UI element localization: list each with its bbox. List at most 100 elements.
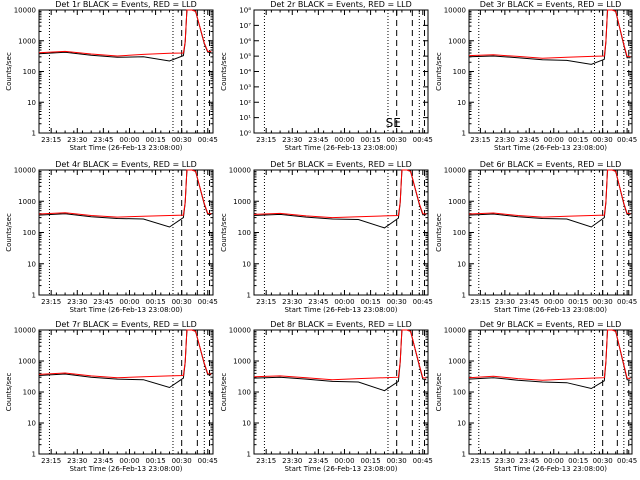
y-tick-label: 1000 [448, 198, 466, 206]
y-tick-label: 100 [23, 68, 36, 76]
x-tick-label: 23:45 [93, 298, 113, 306]
panel-title: Det 9r BLACK = Events, RED = LLD [480, 320, 622, 329]
panel-title: Det 6r BLACK = Events, RED = LLD [480, 160, 622, 169]
panel-det-1: Det 1r BLACK = Events, RED = LLD 1 10 100 10… [5, 0, 218, 152]
x-tick-label: 00:00 [119, 457, 139, 465]
panel-title: Det 7r BLACK = Events, RED = LLD [55, 320, 197, 329]
y-axis-label: Counts/sec [5, 373, 13, 412]
panel-title: Det 5r BLACK = Events, RED = LLD [270, 160, 412, 169]
y-tick-label: 10000 [229, 327, 251, 335]
x-tick-label: 00:45 [617, 457, 637, 465]
plot-frame [253, 329, 429, 455]
panel-title: Det 8r BLACK = Events, RED = LLD [270, 320, 412, 329]
y-tick-label: 100 [23, 229, 36, 237]
y-tick-label: 100 [453, 389, 466, 397]
x-tick-label: 00:00 [334, 298, 354, 306]
x-tick-label: 23:15 [256, 457, 276, 465]
y-tick-label: 100 [453, 229, 466, 237]
panel-annotation: SE [386, 116, 401, 130]
y-tick-label: 1000 [18, 37, 36, 45]
x-tick-label: 00:30 [593, 457, 613, 465]
plot-frame [253, 9, 429, 134]
lld-series-line [468, 9, 631, 59]
x-tick-label: 23:45 [93, 136, 113, 144]
y-axis-label: Counts/sec [220, 52, 228, 91]
x-axis-label: Start Time (26-Feb-13 23:08:00) [69, 465, 182, 473]
x-axis-label: Start Time (26-Feb-13 23:08:00) [494, 306, 607, 314]
panel-det-8: Det 8r BLACK = Events, RED = LLD 1 10 100 10… [220, 320, 433, 473]
x-tick-label: 00:30 [593, 298, 613, 306]
x-tick-label: 00:15 [145, 298, 165, 306]
x-tick-label: 00:30 [593, 136, 613, 144]
x-axis-label: Start Time (26-Feb-13 23:08:00) [284, 465, 397, 473]
y-tick-label: 1000 [448, 358, 466, 366]
lld-series-line [253, 169, 427, 219]
y-tick-label: 10000 [444, 7, 466, 15]
y-tick-label: 1000 [18, 358, 36, 366]
x-tick-label: 23:30 [495, 457, 515, 465]
y-tick-label: 10 [27, 260, 36, 268]
y-tick-label: 1 [462, 451, 466, 459]
x-axis-label: Start Time (26-Feb-13 23:08:00) [284, 144, 397, 152]
y-tick-label: 10⁶ [239, 37, 251, 45]
y-tick-label: 10 [27, 420, 36, 428]
x-tick-label: 00:30 [172, 136, 192, 144]
y-tick-label: 10 [457, 420, 466, 428]
lld-series-line [468, 169, 631, 218]
x-tick-label: 23:15 [256, 136, 276, 144]
x-tick-label: 23:45 [519, 136, 539, 144]
x-tick-label: 23:45 [519, 298, 539, 306]
x-tick-label: 00:15 [145, 457, 165, 465]
x-tick-label: 23:30 [495, 136, 515, 144]
lld-series-line [38, 329, 212, 379]
y-axis-label: Counts/sec [5, 213, 13, 252]
x-tick-label: 23:15 [256, 298, 276, 306]
lld-series-line [38, 9, 212, 57]
x-tick-label: 23:15 [470, 298, 490, 306]
panel-det-5: Det 5r BLACK = Events, RED = LLD 1 10 100 10… [220, 160, 433, 314]
x-tick-label: 23:45 [308, 457, 328, 465]
x-tick-label: 00:45 [198, 298, 218, 306]
y-tick-label: 10⁷ [239, 22, 251, 30]
x-tick-label: 23:45 [308, 136, 328, 144]
x-tick-label: 00:15 [145, 136, 165, 144]
lld-series-line [253, 329, 427, 381]
x-tick-label: 23:15 [470, 457, 490, 465]
y-axis-label: Counts/sec [435, 213, 443, 252]
y-tick-label: 1 [462, 292, 466, 300]
y-tick-label: 10 [457, 99, 466, 107]
x-tick-label: 23:30 [282, 298, 302, 306]
panel-det-3: Det 3r BLACK = Events, RED = LLD 1 10 100 10… [435, 0, 637, 152]
plot-frame [38, 9, 214, 134]
x-axis-label: Start Time (26-Feb-13 23:08:00) [284, 306, 397, 314]
y-axis-label: Counts/sec [5, 52, 13, 91]
y-tick-label: 1 [32, 292, 36, 300]
x-tick-label: 00:30 [387, 298, 407, 306]
y-tick-label: 100 [453, 68, 466, 76]
x-tick-label: 23:30 [67, 136, 87, 144]
x-tick-label: 23:30 [495, 298, 515, 306]
y-tick-label: 10000 [229, 167, 251, 175]
x-tick-label: 23:30 [282, 457, 302, 465]
x-tick-label: 00:15 [568, 298, 588, 306]
y-tick-label: 10000 [14, 7, 36, 15]
x-tick-label: 23:30 [282, 136, 302, 144]
x-tick-label: 00:30 [172, 298, 192, 306]
panel-det-4: Det 4r BLACK = Events, RED = LLD 1 10 100 10… [5, 160, 218, 314]
y-tick-label: 10 [242, 420, 251, 428]
x-tick-label: 23:15 [41, 136, 61, 144]
x-tick-label: 00:45 [198, 136, 218, 144]
y-axis-label: Counts/sec [435, 373, 443, 412]
panel-title: Det 1r BLACK = Events, RED = LLD [55, 0, 197, 9]
y-tick-label: 10⁵ [239, 53, 251, 61]
x-tick-label: 00:15 [360, 136, 380, 144]
x-tick-label: 23:30 [67, 298, 87, 306]
x-axis-label: Start Time (26-Feb-13 23:08:00) [69, 144, 182, 152]
y-tick-label: 1000 [233, 358, 251, 366]
panel-title: Det 4r BLACK = Events, RED = LLD [55, 160, 197, 169]
x-tick-label: 23:45 [308, 298, 328, 306]
y-tick-label: 10³ [239, 83, 251, 91]
lld-series-line [468, 329, 631, 381]
x-tick-label: 00:00 [119, 136, 139, 144]
